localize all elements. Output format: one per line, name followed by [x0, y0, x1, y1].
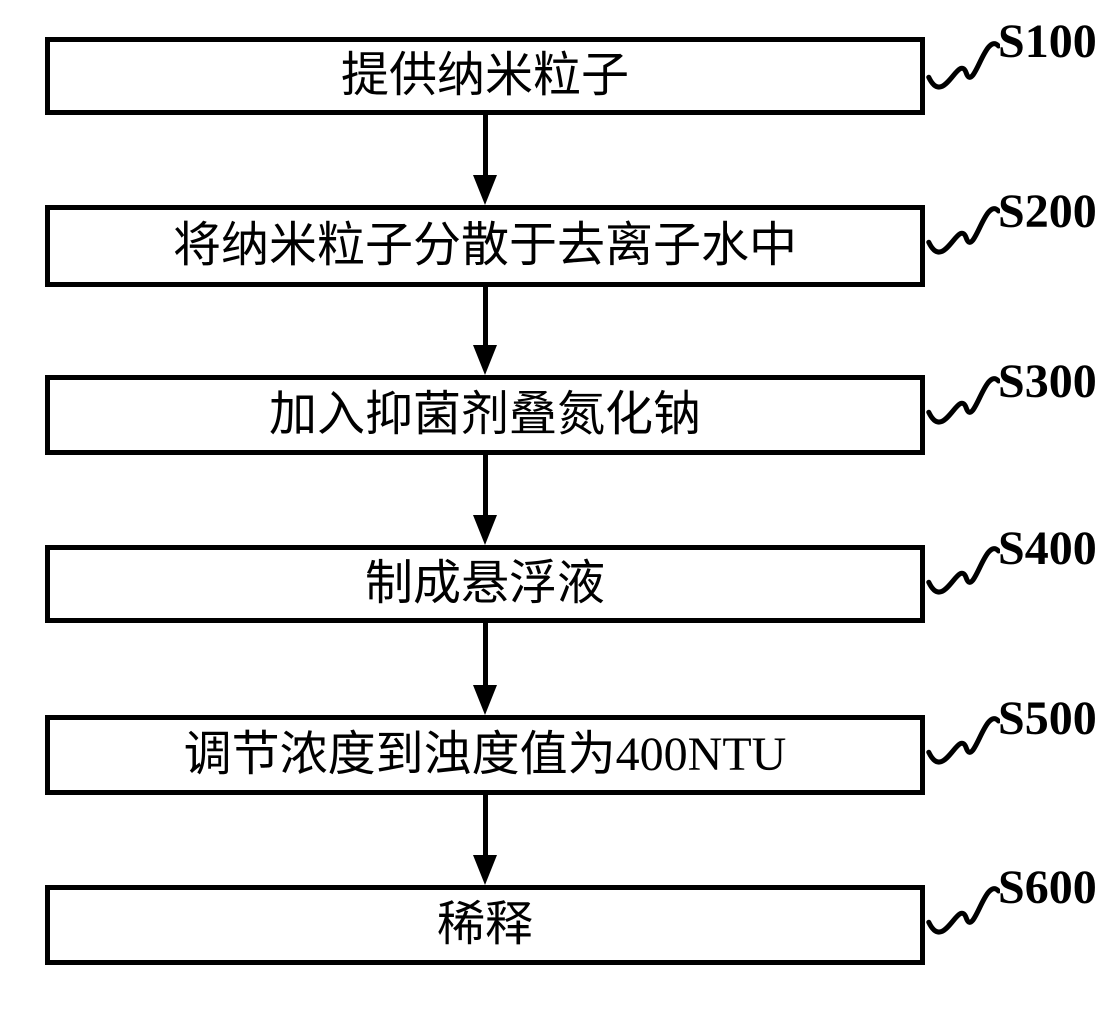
flowchart-step-text: 调节浓度到浊度值为400NTU: [184, 731, 787, 779]
flowchart-step-box: 加入抑菌剂叠氮化钠: [45, 375, 925, 455]
squiggle-connector: [925, 715, 1000, 775]
flowchart-step-label: S300: [998, 358, 1097, 406]
flowchart-step-box: 将纳米粒子分散于去离子水中: [45, 205, 925, 287]
flowchart-step-text: 提供纳米粒子: [341, 52, 629, 100]
squiggle-connector: [925, 545, 1000, 605]
flowchart-step-text: 制成悬浮液: [365, 560, 605, 608]
flowchart-step-text: 稀释: [437, 901, 533, 949]
flowchart-step-box: 制成悬浮液: [45, 545, 925, 623]
squiggle-connector: [925, 885, 1000, 945]
squiggle-connector: [925, 375, 1000, 435]
flowchart-step-box: 调节浓度到浊度值为400NTU: [45, 715, 925, 795]
flowchart-step-label: S400: [998, 525, 1097, 573]
flowchart-step-label: S600: [998, 864, 1097, 912]
flowchart-step-label: S500: [998, 695, 1097, 743]
flowchart-step-box: 稀释: [45, 885, 925, 965]
squiggle-connector: [925, 40, 1000, 100]
flowchart-step-text: 将纳米粒子分散于去离子水中: [173, 222, 797, 270]
squiggle-connector: [925, 205, 1000, 265]
flowchart-step-text: 加入抑菌剂叠氮化钠: [269, 391, 701, 439]
flowchart-step-box: 提供纳米粒子: [45, 37, 925, 115]
flowchart-step-label: S100: [998, 18, 1097, 66]
flowchart-step-label: S200: [998, 188, 1097, 236]
